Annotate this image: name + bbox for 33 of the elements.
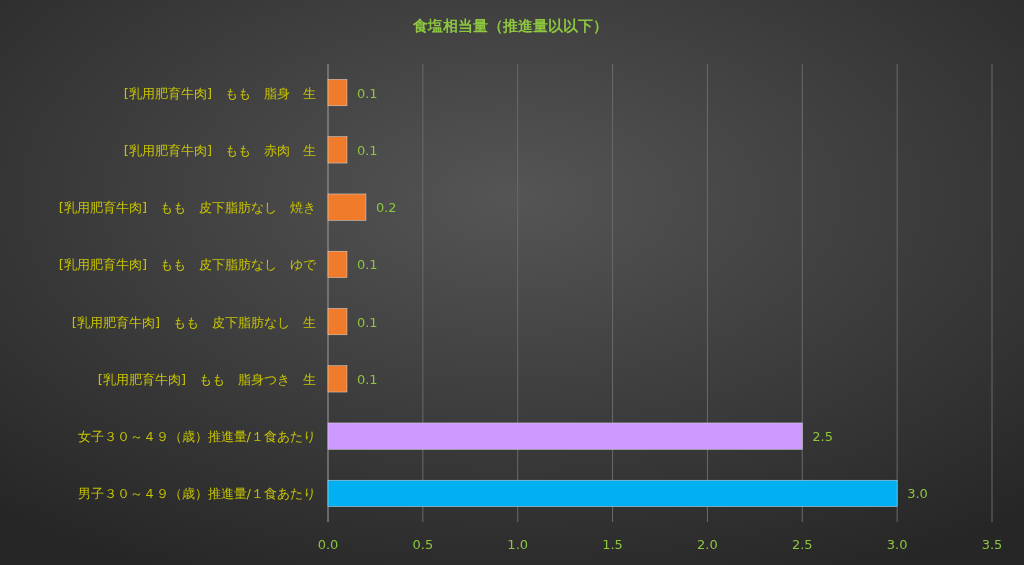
bar: [327, 193, 367, 221]
data-label: 0.2: [375, 200, 397, 216]
chart-title: 食塩相当量（推進量以以下）: [411, 17, 608, 35]
x-tick-label: 1.0: [507, 537, 529, 552]
y-tick-label: 女子３０～４９（歳）推進量/１食あたり: [77, 429, 316, 445]
x-tick-label: 1.5: [602, 537, 623, 552]
data-label: 0.1: [356, 85, 378, 101]
data-label: 0.1: [356, 257, 378, 273]
x-tick-label: 0.0: [317, 537, 339, 552]
y-tick-label: [乳用肥育牛肉] もも 皮下脂肪なし 生: [71, 314, 316, 330]
y-tick-label: [乳用肥育牛肉] もも 皮下脂肪なし ゆで: [58, 257, 317, 273]
y-tick-label: 男子３０～４９（歳）推進量/１食あたり: [77, 486, 316, 502]
x-tick-label: 3.0: [886, 537, 908, 552]
data-label: 0.1: [356, 142, 378, 158]
x-tick-label: 2.0: [697, 537, 718, 552]
bar: [327, 79, 348, 107]
data-label: 2.5: [812, 429, 833, 445]
bar: [327, 308, 348, 336]
bar: [327, 136, 348, 164]
data-label: 0.1: [356, 314, 378, 330]
y-tick-label: [乳用肥育牛肉] もも 皮下脂肪なし 焼き: [58, 200, 316, 216]
x-tick-label: 3.5: [981, 537, 1003, 552]
data-label: 3.0: [907, 486, 928, 502]
x-tick-label: 0.5: [412, 537, 434, 552]
data-label: 0.1: [356, 371, 378, 387]
y-tick-label: [乳用肥育牛肉] もも 赤肉 生: [123, 142, 316, 158]
y-tick-label: [乳用肥育牛肉] もも 脂身 生: [123, 85, 316, 101]
bar: [327, 250, 348, 278]
bar: [327, 479, 898, 507]
x-tick-label: 2.5: [791, 537, 813, 552]
bar: [327, 422, 803, 450]
bar: [327, 365, 348, 393]
y-tick-label: [乳用肥育牛肉] もも 脂身つき 生: [97, 371, 316, 387]
